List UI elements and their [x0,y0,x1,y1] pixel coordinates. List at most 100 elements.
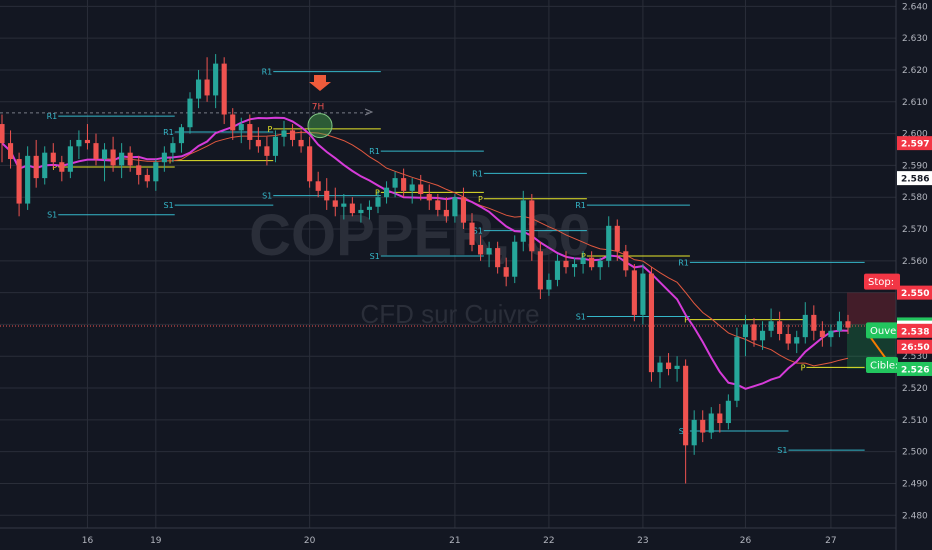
candle [144,168,150,188]
candle [264,136,270,166]
candle-body [469,222,475,245]
candle-body [648,273,655,373]
candle-body [708,413,714,433]
level-label-p: P [684,316,689,325]
candle-body [836,321,843,331]
candle-body [16,159,22,204]
candle [580,251,586,274]
candle-body [42,152,48,179]
candle [272,130,279,163]
candle-body [759,330,766,341]
candle [76,130,82,160]
price-tag: 2.586 [897,171,932,186]
candle [409,178,415,204]
candle [67,139,73,179]
level-label-s1: S1 [164,201,174,210]
chevron-right-icon [364,108,374,116]
stop-label-text: Stop: [868,277,894,288]
candle [136,155,142,185]
candle [16,152,22,217]
y-tick-label: 2.600 [902,130,928,140]
candle-body [76,139,82,147]
candle [0,114,5,163]
level-label-s1: S1 [777,446,787,455]
x-tick-label: 26 [740,536,752,546]
candle-body [204,79,210,96]
candle [119,143,125,179]
candle [828,324,834,347]
candle [648,267,655,382]
target-label: Cible: [866,356,898,373]
candle [477,235,484,261]
candle-body [25,155,31,204]
candle [691,410,697,455]
candle-body [93,143,99,160]
candle [238,117,244,144]
candle-body [606,225,612,261]
level-label-r1: R1 [472,169,483,178]
x-tick-label: 20 [304,536,316,546]
candle [392,171,398,198]
annotations: 7H [307,75,374,139]
candle-body [503,267,509,277]
candle [230,108,236,140]
level-label-p: P [801,363,806,372]
candle-body [700,419,706,433]
x-axis[interactable]: 16 19 20 21 22 23 26 27 [0,527,896,546]
highlight-label: 7H [312,103,325,113]
candle-body [7,143,14,160]
candle-body [230,114,236,131]
candle-body [819,330,825,338]
candle [110,136,116,172]
candle [341,194,347,220]
candle-body [443,209,449,217]
candle-body [845,321,851,328]
x-tick-label: 19 [150,536,162,546]
candle [178,124,185,153]
candle [768,308,774,338]
candle [418,174,424,201]
candle-body [401,178,407,191]
candle [332,187,338,217]
candle-body [195,79,202,99]
candle [529,194,535,261]
candle-body [520,200,526,242]
candle [674,356,680,382]
candle-body [418,184,424,195]
candle-body [811,314,817,331]
candle [401,168,407,198]
candle-body [255,139,261,147]
candle [204,57,210,102]
candle-body [657,362,663,373]
candle [426,184,432,210]
level-label-s1: S1 [473,227,483,236]
candle-body [802,314,808,338]
level-label-p: P [375,188,380,197]
candle [452,194,458,223]
candle-body [529,200,535,252]
candle-body [101,149,108,160]
candle [435,194,441,217]
candle-body [110,149,116,166]
entry-label: Ouve [866,322,898,339]
candle-body [554,260,561,280]
candle-body [119,152,125,166]
price-tag: 2.538 [897,323,932,338]
candle [247,114,253,150]
highlight-circle [307,113,333,139]
target-label-bg [866,356,898,373]
candle-body [768,321,774,331]
price-tag-bg [897,339,932,354]
pivot-levels: R1R1R1R1R1R1R1PPPPPPPPS1S1S1S1S1S1S1S1 [0,68,896,455]
candle [307,136,313,188]
candle-body [161,152,167,163]
level-label-s1: S1 [47,211,57,220]
candle [42,146,48,185]
candle [657,356,663,389]
candle-body [665,362,672,369]
candle [512,235,518,284]
x-tick-label: 22 [543,536,554,546]
candle [614,219,620,261]
